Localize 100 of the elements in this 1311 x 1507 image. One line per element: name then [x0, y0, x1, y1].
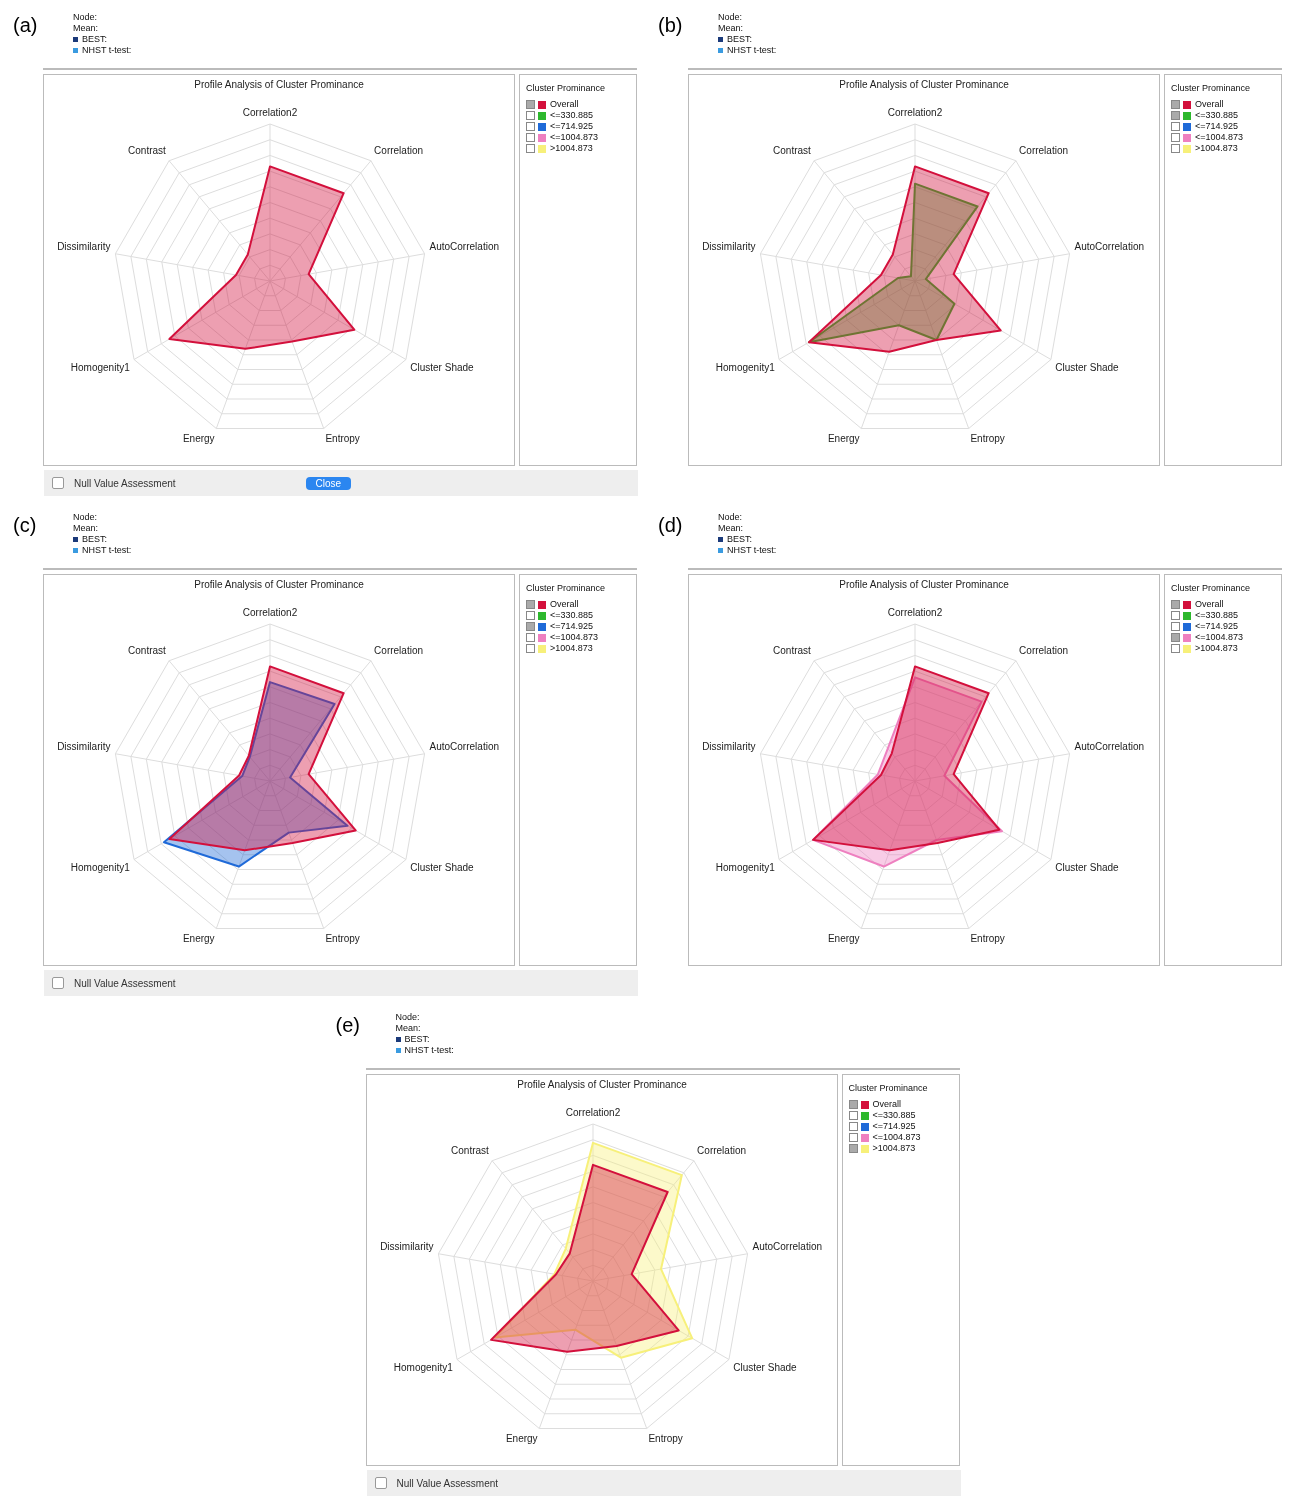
- legend-label: Overall: [1195, 599, 1224, 609]
- spoke-label: Energy: [182, 432, 215, 444]
- spoke-label: Contrast: [773, 144, 812, 156]
- spoke-label: Cluster Shade: [1055, 361, 1120, 373]
- spoke-label: Correlation2: [565, 1106, 621, 1118]
- spoke-label: Correlation: [696, 1144, 746, 1156]
- legend-title: Cluster Prominance: [1171, 83, 1252, 93]
- spoke-label: Energy: [827, 932, 860, 944]
- text: <=1004.873: [1195, 132, 1244, 142]
- text: Close: [305, 476, 352, 490]
- chart-title: Profile Analysis of Cluster Prominance: [839, 578, 1010, 590]
- spoke-label: AutoCorrelation: [429, 240, 499, 252]
- spoke-label: Correlation: [1019, 644, 1069, 656]
- spoke-label: Entropy: [647, 1432, 683, 1444]
- spoke-label: Correlation: [374, 644, 424, 656]
- spoke-label: Contrast: [128, 144, 167, 156]
- spoke-label: Dissimilarity: [57, 740, 111, 752]
- text: Mean:: [718, 523, 744, 534]
- text: Node:: [718, 512, 744, 523]
- legend-label: Overall: [1195, 99, 1224, 109]
- chart-title: Profile Analysis of Cluster Prominance: [194, 578, 365, 590]
- legend-label: <=1004.873: [1195, 632, 1244, 642]
- spoke-label: Cluster Shade: [410, 361, 475, 373]
- text: (d): [658, 514, 683, 537]
- legend-label: Overall: [872, 1099, 902, 1109]
- text: Null Value Assessment: [396, 1477, 499, 1489]
- spoke-label: AutoCorrelation: [1074, 240, 1144, 252]
- spoke-label: Contrast: [773, 644, 812, 656]
- spoke-label: AutoCorrelation: [429, 740, 499, 752]
- text: <=1004.873: [550, 632, 599, 642]
- spoke-label: Contrast: [450, 1144, 489, 1156]
- text: <=714.925: [1195, 121, 1239, 131]
- text: <=714.925: [872, 1121, 916, 1131]
- text: Mean:: [73, 23, 99, 34]
- spoke-label: Energy: [182, 932, 215, 944]
- spoke-label: Correlation2: [887, 106, 943, 118]
- text: <=1004.873: [872, 1132, 921, 1142]
- spoke-label: Dissimilarity: [702, 240, 756, 252]
- spoke-label: Correlation2: [242, 106, 298, 118]
- text: Mean:: [395, 1023, 422, 1034]
- text: (b): [658, 14, 683, 37]
- spoke-label: Correlation2: [887, 606, 943, 618]
- spoke-label: Homogenity1: [715, 861, 776, 873]
- legend-label: >1004.873: [872, 1143, 916, 1153]
- spoke-label: AutoCorrelation: [752, 1240, 822, 1252]
- spoke-label: Entropy: [970, 432, 1005, 444]
- text: NHST t-test:: [81, 45, 132, 56]
- spoke-label: Homogenity1: [715, 361, 776, 373]
- spoke-label: Homogenity1: [70, 861, 131, 873]
- spoke-label: Energy: [827, 432, 860, 444]
- text: Node:: [395, 1012, 421, 1023]
- spoke-label: Entropy: [325, 932, 360, 944]
- text: (e): [335, 1014, 360, 1037]
- spoke-label: Energy: [505, 1432, 538, 1444]
- chart-title: Profile Analysis of Cluster Prominance: [839, 78, 1010, 90]
- legend-label: <=330.885: [1195, 110, 1239, 120]
- text: NHST t-test:: [726, 545, 777, 556]
- legend-title: Cluster Prominance: [848, 1083, 929, 1093]
- text: Mean:: [73, 523, 99, 534]
- legend-label: <=714.925: [550, 621, 594, 631]
- text: Node:: [718, 12, 744, 23]
- spoke-label: Cluster Shade: [1055, 861, 1120, 873]
- text: <=714.925: [550, 121, 594, 131]
- text: <=330.885: [1195, 610, 1239, 620]
- spoke-label: Homogenity1: [70, 361, 131, 373]
- text: BEST:: [81, 534, 108, 545]
- spoke-label: Correlation: [1019, 144, 1069, 156]
- text: <=1004.873: [550, 132, 599, 142]
- text: <=330.885: [550, 610, 594, 620]
- text: NHST t-test:: [81, 545, 132, 556]
- text: Null Value Assessment: [74, 477, 176, 489]
- text: >1004.873: [550, 643, 593, 653]
- chart-title: Profile Analysis of Cluster Prominance: [194, 78, 365, 90]
- legend-label: Overall: [550, 99, 579, 109]
- chart-title: Profile Analysis of Cluster Prominance: [516, 1078, 687, 1090]
- text: (a): [13, 14, 38, 37]
- text: <=330.885: [550, 110, 594, 120]
- text: Mean:: [718, 23, 744, 34]
- text: Node:: [73, 12, 99, 23]
- text: BEST:: [81, 34, 108, 45]
- spoke-label: Dissimilarity: [57, 240, 111, 252]
- text: >1004.873: [1195, 643, 1238, 653]
- spoke-label: Homogenity1: [393, 1361, 453, 1373]
- text: NHST t-test:: [726, 45, 777, 56]
- text: Node:: [73, 512, 99, 523]
- text: >1004.873: [1195, 143, 1238, 153]
- legend-title: Cluster Prominance: [526, 583, 607, 593]
- text: BEST:: [403, 1034, 431, 1045]
- spoke-label: AutoCorrelation: [1074, 740, 1144, 752]
- spoke-label: Entropy: [325, 432, 360, 444]
- legend-title: Cluster Prominance: [526, 83, 607, 93]
- spoke-label: Dissimilarity: [379, 1240, 433, 1252]
- text: <=330.885: [872, 1110, 916, 1120]
- text: Null Value Assessment: [74, 977, 176, 989]
- text: (c): [13, 514, 37, 537]
- spoke-label: Cluster Shade: [732, 1361, 797, 1373]
- spoke-label: Entropy: [970, 932, 1005, 944]
- text: BEST:: [726, 34, 753, 45]
- legend-label: Overall: [550, 599, 579, 609]
- spoke-label: Contrast: [128, 644, 167, 656]
